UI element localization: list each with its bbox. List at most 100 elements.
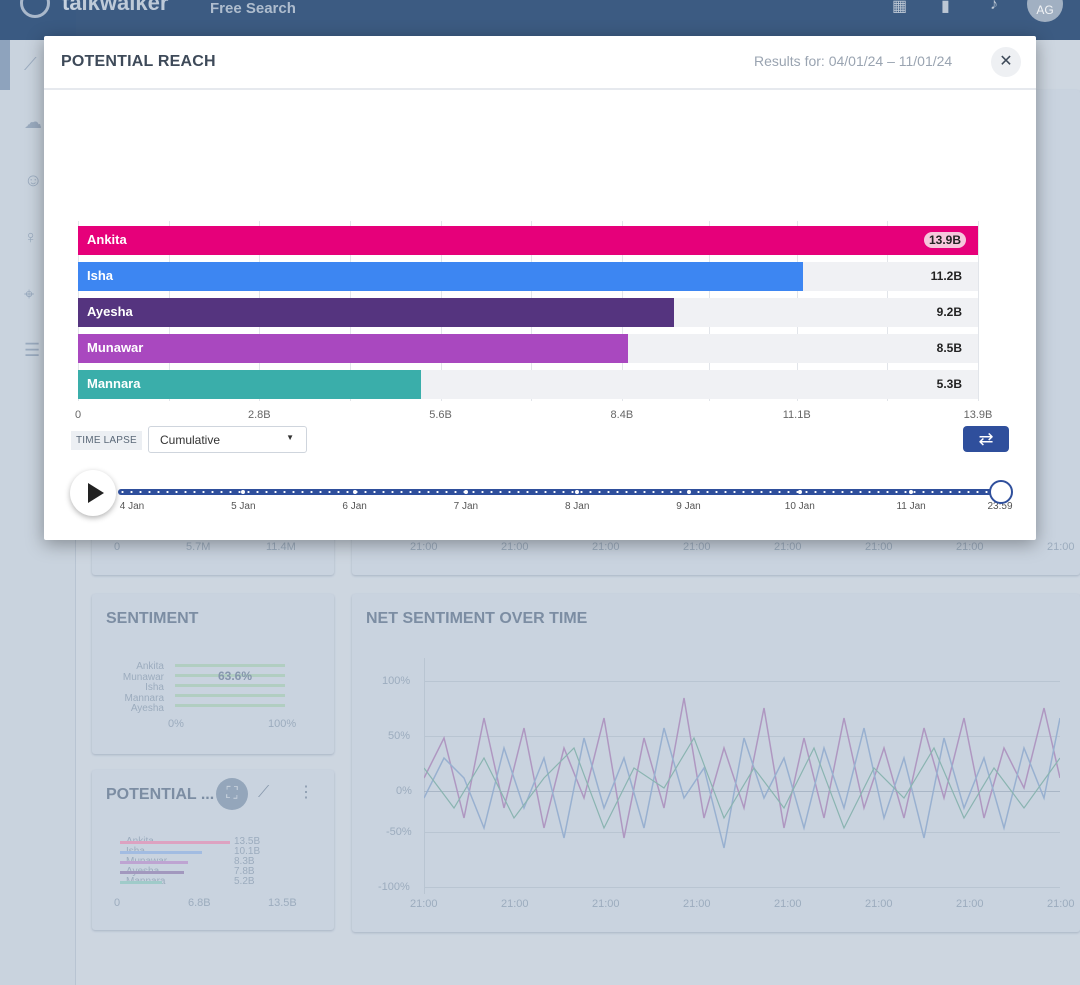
sentiment-card: SENTIMENT Ankita Munawar Isha Mannara Ay… (92, 594, 334, 754)
grid-0 (424, 791, 1060, 792)
map-icon[interactable]: ⌖ (24, 284, 35, 304)
influencer-icon[interactable]: ☺ (24, 170, 43, 190)
net-sentiment-x-tick: 21:00 (774, 898, 802, 910)
x-tick-label: 0 (74, 409, 82, 421)
sentiment-axis-1: 100% (268, 718, 297, 730)
timeline-day-label: 7 Jan (453, 501, 479, 512)
loop-button[interactable]: ⇄ (963, 426, 1009, 452)
net-sentiment-x-tick: 21:00 (410, 898, 438, 910)
sentiment-title: SENTIMENT (106, 610, 199, 627)
upper-right-axis-tick: 21:00 (1047, 541, 1075, 553)
more-vert-icon[interactable]: ⋮ (298, 784, 314, 801)
avatar[interactable]: AG (1027, 0, 1063, 22)
conversation-icon[interactable]: ☰ (24, 340, 41, 360)
timeline-day-label: 8 Jan (564, 501, 590, 512)
grid-100 (424, 681, 1060, 682)
timeline-day-label: 5 Jan (231, 501, 256, 512)
gender-icon[interactable]: ♀ (24, 227, 38, 247)
subnav-free-search[interactable]: Free Search (210, 0, 296, 17)
chart-gridline (978, 221, 979, 401)
small-axis-2: 13.5B (268, 897, 297, 909)
trend-chart-icon[interactable]: ⟋ (24, 54, 37, 74)
brand-logo-icon (20, 0, 50, 18)
bar-label: Mannara (87, 376, 141, 391)
small-row-bar (120, 871, 184, 874)
bar-isha[interactable]: Isha (78, 262, 804, 291)
grid-50 (424, 736, 1060, 737)
time-lapse-value: Cumulative (160, 433, 221, 447)
bar-value-label: 5.3B (936, 377, 962, 391)
small-row-value: 7.8B (234, 866, 255, 877)
upper-right-axis-tick: 21:00 (501, 541, 529, 553)
timeline-day-marker (575, 490, 580, 494)
bar-value-label: 8.5B (936, 341, 962, 355)
net-sentiment-x-tick: 21:00 (865, 898, 893, 910)
ns-ytick-4: -100% (378, 881, 410, 893)
upper-right-axis-tick: 21:00 (592, 541, 620, 553)
net-sentiment-card: NET SENTIMENT OVER TIME 100% 50% 0% -50%… (352, 594, 1080, 932)
timeline-day-label: 4 Jan (119, 501, 145, 512)
bookmark-icon[interactable]: ▮ (941, 0, 950, 15)
small-row-value: 8.3B (234, 856, 255, 867)
timeline-day-marker (797, 490, 802, 494)
net-sentiment-x-tick: 21:00 (683, 898, 711, 910)
bar-ankita[interactable]: Ankita (78, 226, 978, 255)
bar-label: Ayesha (87, 304, 133, 319)
modal-title: POTENTIAL REACH (61, 53, 216, 70)
time-lapse-select[interactable]: Cumulative ▼ (148, 426, 307, 453)
grid-neg100 (424, 887, 1060, 888)
upper-right-axis-tick: 21:00 (956, 541, 984, 553)
small-row-bar (120, 881, 163, 884)
bar-mannara[interactable]: Mannara (78, 370, 422, 399)
net-sentiment-x-tick: 21:00 (592, 898, 620, 910)
net-sentiment-x-tick: 21:00 (1047, 898, 1075, 910)
x-tick-label: 13.9B (963, 409, 993, 421)
timeline-dots (118, 491, 1001, 493)
small-row-bar (120, 861, 188, 864)
modal-header: POTENTIAL REACH Results for: 04/01/24 – … (44, 36, 1036, 90)
sentiment-axis-0: 0% (168, 718, 184, 730)
timeline-day-label: 11 Jan (896, 501, 926, 512)
sentiment-bars (175, 664, 285, 710)
small-axis-1: 6.8B (188, 897, 211, 909)
grid-neg50 (424, 832, 1060, 833)
bar-ayesha[interactable]: Ayesha (78, 298, 674, 327)
timeline-day-label: 10 Jan (784, 501, 815, 512)
potential-reach-modal: POTENTIAL REACH Results for: 04/01/24 – … (44, 36, 1036, 540)
play-button[interactable] (70, 470, 116, 516)
expand-icon[interactable]: ⛶ (216, 778, 248, 810)
ns-ytick-0: 100% (382, 675, 411, 687)
upper-left-axis-1: 5.7M (186, 541, 211, 553)
net-sentiment-lines (424, 697, 1060, 849)
line-chart-icon[interactable]: ⟋ (258, 784, 270, 801)
ns-ytick-2: 0% (396, 785, 412, 797)
play-icon (88, 483, 104, 503)
cloud-icon[interactable]: ☁ (24, 112, 42, 132)
x-tick-label: 5.6B (429, 409, 452, 421)
sentiment-names: Ankita Munawar Isha Mannara Ayesha (122, 661, 164, 714)
small-axis-0: 0 (114, 897, 121, 909)
upper-right-axis-tick: 21:00 (410, 541, 438, 553)
bar-value-label: 13.9B (923, 232, 966, 248)
time-lapse-label: TIME LAPSE (71, 431, 142, 450)
close-icon: ✕ (999, 53, 1013, 70)
close-button[interactable]: ✕ (991, 47, 1021, 77)
bar-munawar[interactable]: Munawar (78, 334, 629, 363)
bell-icon[interactable]: ♪ (990, 0, 998, 13)
bar-label: Isha (87, 268, 114, 283)
upper-left-axis-2: 11.4M (266, 541, 296, 553)
timeline-thumb[interactable] (989, 480, 1013, 504)
timeline-day-marker (352, 490, 357, 494)
ns-ytick-3: -50% (386, 826, 412, 838)
timeline-day-label: 9 Jan (676, 501, 701, 512)
apps-grid-icon[interactable]: ▦ (892, 0, 908, 15)
net-sentiment-title: NET SENTIMENT OVER TIME (366, 610, 588, 627)
small-row-bar (120, 841, 230, 844)
net-sentiment-x-tick: 21:00 (501, 898, 529, 910)
potential-small-card: POTENTIAL ... ⛶ ⟋ ⋮ Ankita13.5BIsha10.1B… (92, 770, 334, 930)
small-row-value: 5.2B (234, 876, 255, 887)
bar-label: Ankita (87, 232, 127, 247)
upper-right-axis-tick: 21:00 (865, 541, 893, 553)
results-date-range: Results for: 04/01/24 – 11/01/24 (754, 53, 953, 69)
x-tick-label: 2.8B (247, 409, 271, 421)
